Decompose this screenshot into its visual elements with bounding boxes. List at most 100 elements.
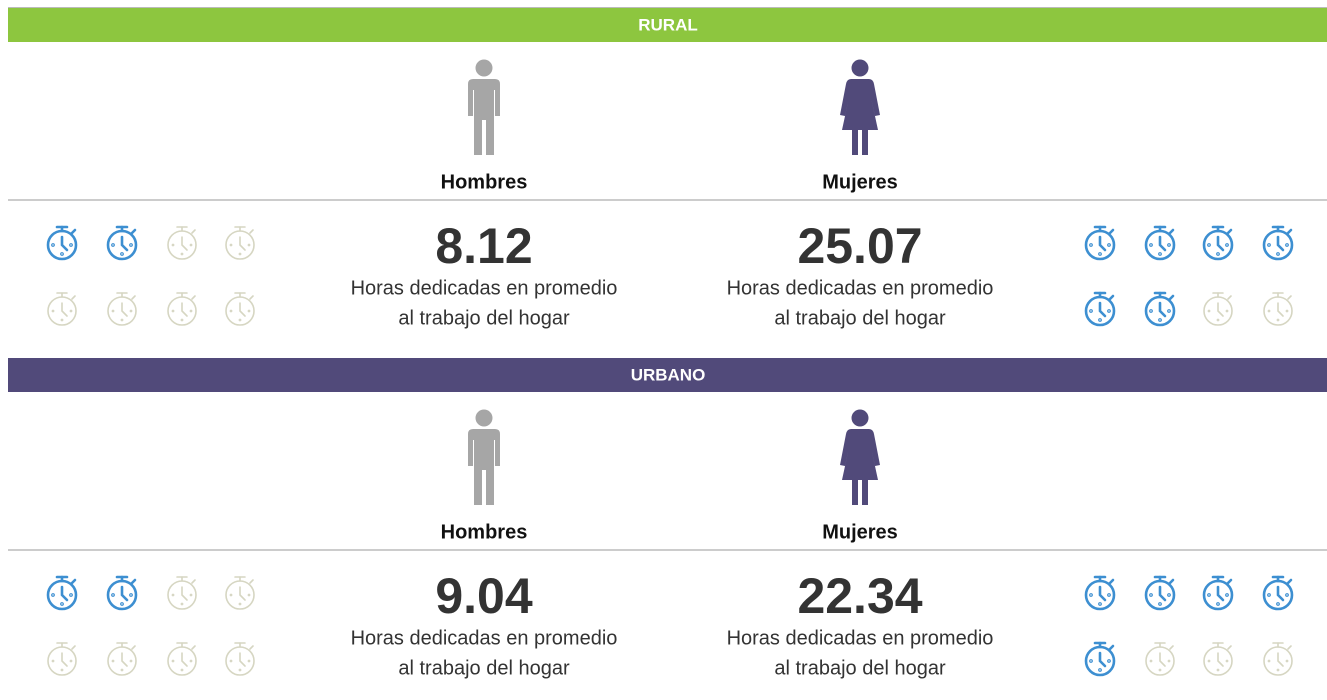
dot (129, 243, 133, 247)
body (840, 79, 880, 155)
hands (239, 236, 246, 251)
dot (1149, 593, 1153, 597)
hands (120, 235, 129, 252)
hands (1158, 235, 1167, 252)
hands (1216, 585, 1225, 602)
section-title: URBANO (631, 365, 706, 384)
dot (171, 659, 175, 663)
dot (189, 593, 193, 597)
hands (181, 652, 188, 667)
button (131, 295, 136, 300)
button (1226, 228, 1233, 235)
woman-figure (840, 59, 880, 155)
hands (1098, 585, 1107, 602)
head (475, 409, 493, 427)
button (71, 645, 76, 650)
description: al trabajo del hogar (398, 307, 570, 329)
button (1108, 644, 1115, 651)
dot (1267, 659, 1271, 663)
hands (121, 302, 128, 317)
dot (120, 668, 124, 672)
group-label: Hombres (441, 171, 528, 193)
hands (181, 302, 188, 317)
stopwatch-empty (225, 642, 255, 676)
dot (1158, 318, 1162, 322)
stopwatch-filled (1144, 291, 1176, 327)
body (468, 79, 500, 155)
stopwatch-empty (47, 292, 77, 326)
dot (51, 309, 55, 313)
stopwatch-empty (1203, 292, 1233, 326)
dot (111, 309, 115, 313)
man-figure (468, 409, 500, 505)
button (1108, 578, 1115, 585)
hands (1277, 302, 1284, 317)
description: al trabajo del hogar (398, 657, 570, 679)
dot (1167, 309, 1171, 313)
stopwatch-empty (167, 292, 197, 326)
dot (180, 252, 184, 256)
dot (1267, 309, 1271, 313)
dot (189, 243, 193, 247)
dot (1216, 602, 1220, 606)
dot (171, 243, 175, 247)
button (1168, 294, 1175, 301)
stopwatch-empty (1263, 642, 1293, 676)
stopwatch-filled (1084, 291, 1116, 327)
dot (129, 309, 133, 313)
section-title: RURAL (638, 15, 698, 34)
button (1226, 578, 1233, 585)
button (1287, 295, 1292, 300)
dot (60, 318, 64, 322)
button (1168, 578, 1175, 585)
hours-value: 8.12 (435, 218, 532, 274)
stopwatch-empty (167, 576, 197, 610)
dot (1207, 243, 1211, 247)
stopwatch-filled (1202, 575, 1234, 611)
dot (1216, 252, 1220, 256)
hands (1276, 235, 1285, 252)
dot (69, 309, 73, 313)
stopwatch-empty (47, 642, 77, 676)
dot (1285, 659, 1289, 663)
hands (120, 585, 129, 602)
dot (171, 593, 175, 597)
hands (1098, 651, 1107, 668)
description: Horas dedicadas en promedio (351, 627, 618, 649)
dot (1098, 252, 1102, 256)
stopwatch-empty (225, 292, 255, 326)
stopwatch-empty (1263, 292, 1293, 326)
dot (229, 309, 233, 313)
dot (1098, 602, 1102, 606)
button (249, 295, 254, 300)
button (131, 645, 136, 650)
hands (181, 236, 188, 251)
dot (51, 593, 55, 597)
button (1168, 228, 1175, 235)
dot (1089, 243, 1093, 247)
dot (1167, 659, 1171, 663)
button (1286, 578, 1293, 585)
stopwatch-empty (107, 292, 137, 326)
dot (1216, 318, 1220, 322)
stopwatch-filled (1144, 225, 1176, 261)
dot (1107, 593, 1111, 597)
hands (61, 652, 68, 667)
button (130, 228, 137, 235)
dot (1225, 309, 1229, 313)
dot (51, 243, 55, 247)
dot (1149, 309, 1153, 313)
hands (1158, 585, 1167, 602)
dot (1158, 252, 1162, 256)
dot (69, 243, 73, 247)
dot (1167, 243, 1171, 247)
stopwatch-filled (1202, 225, 1234, 261)
head (851, 59, 869, 77)
stopwatch-empty (1145, 642, 1175, 676)
hands (239, 586, 246, 601)
dot (238, 318, 242, 322)
stopwatch-filled (1144, 575, 1176, 611)
hands (181, 586, 188, 601)
dot (1089, 593, 1093, 597)
dot (51, 659, 55, 663)
